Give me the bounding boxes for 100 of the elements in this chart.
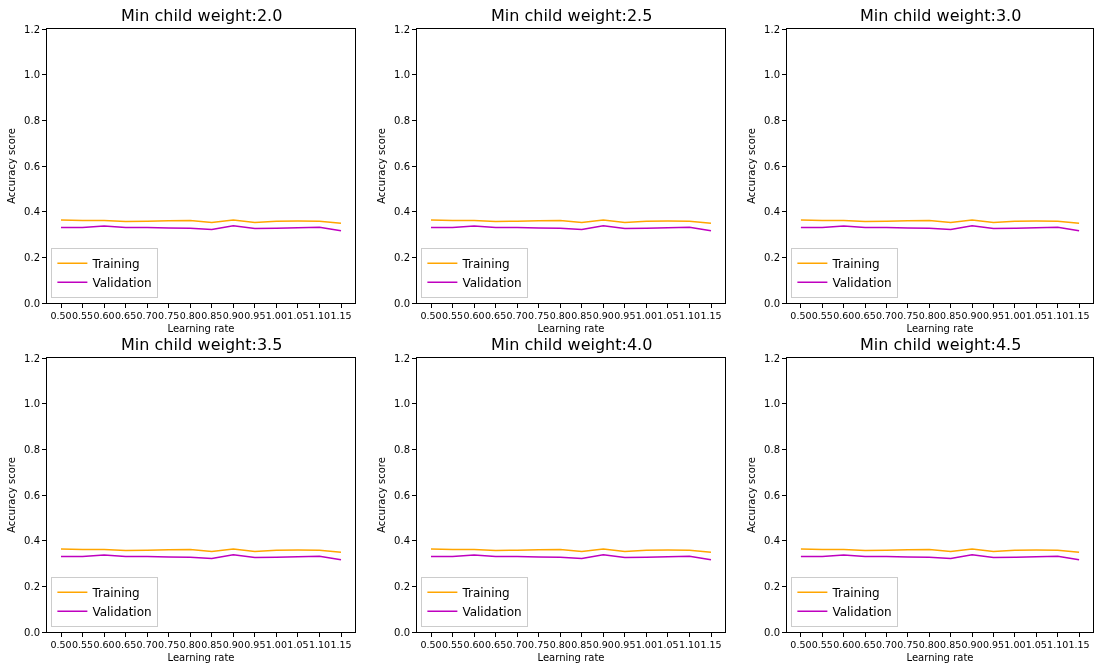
x-tick-label: 1.05 [657, 310, 679, 322]
x-tick-label: 0.85 [571, 310, 593, 322]
chart-title: Min child weight:3.0 [860, 6, 1022, 25]
y-axis-title: Accuracy score [746, 457, 758, 533]
x-tick-label: 1.00 [265, 310, 287, 322]
y-tick-label: 0.6 [764, 160, 780, 172]
chart-title: Min child weight:3.5 [121, 335, 283, 354]
x-tick-label: 0.55 [71, 639, 94, 651]
y-tick-label: 1.0 [394, 69, 410, 81]
x-tick-label: 1.10 [308, 639, 331, 651]
y-tick-label: 0.2 [394, 580, 410, 592]
x-tick-label: 0.60 [833, 310, 855, 322]
y-tick-label: 1.0 [394, 398, 410, 410]
x-tick-label: 0.50 [420, 639, 442, 651]
x-tick-label: 0.55 [811, 310, 833, 322]
x-tick-label: 0.90 [961, 639, 983, 651]
x-tick-label: 0.50 [790, 639, 812, 651]
x-tick-label: 0.75 [528, 639, 550, 651]
x-tick-label: 1.10 [308, 310, 331, 322]
x-tick-label: 0.70 [875, 310, 898, 322]
y-tick-label: 0.8 [764, 114, 780, 126]
x-tick-label: 0.55 [71, 310, 94, 322]
y-tick-label: 0.2 [24, 251, 40, 263]
x-tick-label: 0.60 [93, 310, 115, 322]
x-tick-label: 0.80 [918, 639, 940, 651]
x-tick-label: 0.60 [463, 639, 485, 651]
x-tick-label: 0.75 [158, 639, 180, 651]
x-tick-label: 0.70 [136, 639, 158, 651]
y-tick-label: 0.8 [764, 443, 780, 455]
legend-label: Validation [832, 604, 892, 619]
y-tick-label: 1.0 [764, 398, 780, 410]
x-tick-label: 0.80 [918, 310, 940, 322]
x-tick-label: 0.55 [441, 310, 464, 322]
x-tick-label: 0.85 [940, 639, 962, 651]
x-tick-label: 0.85 [201, 639, 223, 651]
x-tick-label: 1.10 [678, 310, 701, 322]
x-tick-label: 0.75 [158, 310, 180, 322]
y-tick-label: 1.2 [764, 23, 780, 35]
x-tick-label: 0.95 [244, 310, 266, 322]
legend-label: Training [91, 256, 140, 271]
x-tick-label: 0.75 [897, 639, 919, 651]
y-axis-title: Accuracy score [6, 457, 18, 533]
x-tick-label: 0.55 [441, 639, 464, 651]
y-tick-label: 0.8 [394, 114, 410, 126]
x-tick-label: 0.60 [463, 310, 485, 322]
y-tick-label: 0.2 [764, 580, 780, 592]
y-tick-label: 0.4 [394, 535, 410, 547]
x-tick-label: 0.85 [940, 310, 962, 322]
x-tick-label: 1.05 [287, 639, 309, 651]
x-axis-title: Learning rate [167, 322, 235, 334]
x-tick-label: 1.15 [330, 639, 352, 651]
x-tick-label: 0.90 [222, 639, 244, 651]
legend-label: Training [831, 585, 880, 600]
x-tick-label: 0.50 [50, 639, 72, 651]
y-tick-label: 0.4 [764, 206, 780, 218]
x-axis-title: Learning rate [167, 651, 235, 663]
y-tick-label: 0.0 [394, 626, 410, 638]
chart-title: Min child weight:4.0 [491, 335, 653, 354]
x-tick-label: 1.00 [635, 310, 657, 322]
x-axis-title: Learning rate [537, 322, 605, 334]
x-tick-label: 0.70 [875, 639, 898, 651]
x-tick-label: 1.15 [700, 639, 722, 651]
x-tick-label: 0.50 [790, 310, 812, 322]
x-tick-label: 0.55 [811, 639, 833, 651]
legend-label: Validation [832, 275, 892, 290]
x-tick-label: 0.50 [50, 310, 72, 322]
y-tick-label: 0.6 [24, 160, 40, 172]
x-tick-label: 0.50 [420, 310, 442, 322]
x-tick-label: 1.10 [678, 639, 701, 651]
y-axis-title: Accuracy score [6, 128, 18, 204]
y-tick-label: 0.6 [394, 489, 410, 501]
x-tick-label: 0.60 [833, 639, 855, 651]
x-tick-label: 1.00 [265, 639, 287, 651]
y-tick-label: 0.2 [24, 580, 40, 592]
x-tick-label: 0.65 [115, 310, 137, 322]
x-tick-label: 0.90 [592, 639, 614, 651]
y-tick-label: 1.0 [24, 398, 40, 410]
y-tick-label: 1.2 [24, 23, 40, 35]
y-tick-label: 1.2 [394, 352, 410, 364]
y-tick-label: 0.8 [394, 443, 410, 455]
x-tick-label: 0.70 [136, 310, 158, 322]
x-tick-label: 1.10 [1047, 639, 1069, 651]
legend-label: Validation [92, 275, 152, 290]
x-tick-label: 1.00 [635, 639, 657, 651]
y-tick-label: 0.0 [24, 626, 40, 638]
y-tick-label: 0.4 [24, 535, 40, 547]
y-axis-title: Accuracy score [376, 128, 388, 204]
y-tick-label: 0.8 [24, 443, 40, 455]
x-tick-label: 0.70 [506, 310, 528, 322]
x-tick-label: 0.75 [528, 310, 550, 322]
x-tick-label: 0.95 [244, 639, 266, 651]
x-tick-label: 0.80 [179, 310, 201, 322]
x-tick-label: 0.85 [571, 639, 593, 651]
x-tick-label: 0.65 [854, 639, 876, 651]
x-tick-label: 1.05 [287, 310, 309, 322]
y-tick-label: 0.4 [394, 206, 410, 218]
y-tick-label: 0.2 [394, 251, 410, 263]
y-tick-label: 1.2 [24, 352, 40, 364]
x-tick-label: 0.80 [549, 310, 571, 322]
x-tick-label: 0.95 [982, 639, 1005, 651]
